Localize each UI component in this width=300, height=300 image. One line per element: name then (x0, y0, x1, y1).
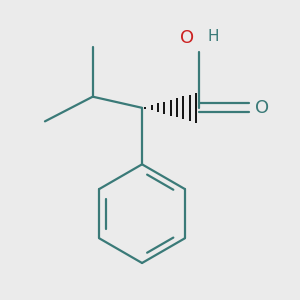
Text: O: O (180, 29, 195, 47)
Text: H: H (207, 29, 219, 44)
Text: O: O (255, 99, 269, 117)
